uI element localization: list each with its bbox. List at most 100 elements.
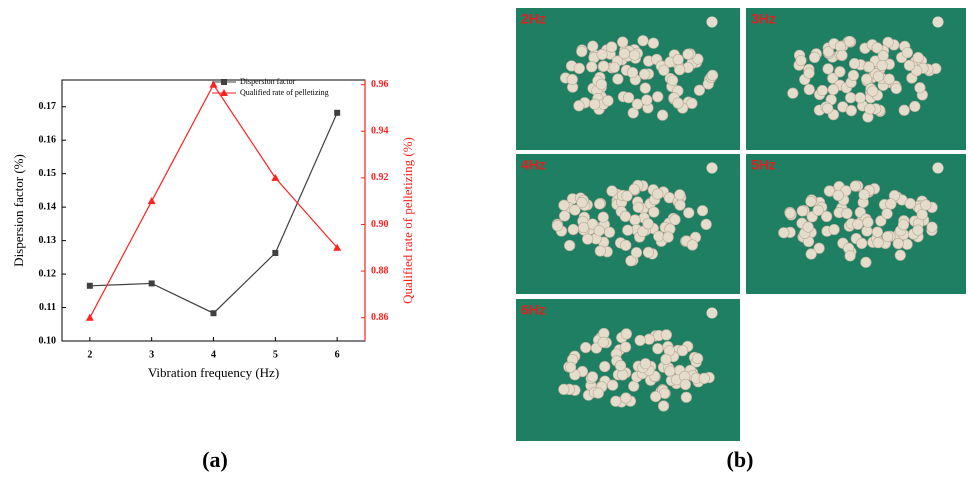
pellet	[589, 98, 601, 110]
pellet	[877, 50, 889, 62]
pellet	[612, 73, 624, 85]
y-tick-label: 0.10	[39, 335, 57, 346]
pellet	[903, 59, 916, 71]
pellet	[576, 196, 588, 209]
pellet	[594, 198, 606, 210]
pellet	[586, 61, 598, 73]
pellet	[622, 92, 635, 104]
legend-label: Dispersion factor	[240, 77, 296, 86]
pellet	[862, 216, 874, 228]
pellet	[594, 245, 606, 257]
pellet	[672, 97, 684, 109]
pellet	[692, 53, 704, 65]
pellet	[607, 379, 619, 391]
pellet	[863, 61, 875, 73]
pellet	[672, 54, 684, 66]
pellet	[691, 352, 704, 365]
pellet	[683, 207, 695, 219]
pellet	[890, 82, 902, 95]
x-tick-label: 2	[87, 349, 92, 360]
pellet	[932, 16, 944, 28]
pellet	[653, 230, 665, 242]
pellet	[657, 400, 670, 412]
pellet	[816, 84, 828, 97]
pellet	[580, 341, 592, 354]
pellet	[582, 233, 594, 245]
pellet	[898, 104, 910, 116]
y2-tick-label: 0.94	[371, 126, 389, 137]
x-tick-label: 6	[335, 349, 340, 360]
pellet	[904, 197, 916, 210]
pellet	[666, 74, 679, 86]
x-tick-label: 4	[211, 349, 216, 360]
pellet	[894, 249, 906, 261]
pellet	[634, 334, 646, 347]
pellet	[706, 307, 718, 319]
pellet	[599, 360, 611, 373]
pellet	[852, 218, 864, 230]
pellet	[558, 383, 570, 396]
pellet	[795, 54, 807, 67]
pellet	[652, 91, 664, 103]
pellet	[876, 59, 888, 72]
pellet	[834, 66, 846, 78]
point	[147, 197, 156, 205]
pellet	[832, 189, 844, 201]
pellet	[647, 37, 660, 49]
legend-marker	[220, 89, 228, 96]
pellet	[686, 239, 699, 251]
pellet	[686, 97, 698, 109]
y-tick-label: 0.16	[39, 135, 57, 146]
pellet	[813, 242, 825, 254]
pellet	[639, 358, 652, 370]
pellet	[660, 329, 672, 341]
pellet	[619, 341, 632, 353]
pellet	[828, 223, 840, 236]
pellet	[573, 62, 585, 74]
photo: 3Hz	[746, 8, 966, 150]
pellet	[596, 48, 608, 61]
pellet	[778, 227, 790, 239]
photo: 5Hz	[746, 154, 966, 294]
pellet	[620, 328, 632, 340]
pellet	[629, 214, 641, 226]
pellet	[614, 360, 627, 372]
y-tick-label: 0.17	[39, 101, 57, 112]
y2-tick-label: 0.90	[371, 219, 389, 230]
pellet	[551, 220, 564, 232]
pellet	[680, 391, 692, 403]
pellet	[844, 250, 856, 262]
pellet	[595, 78, 608, 90]
pellet	[864, 103, 876, 115]
pellet	[827, 72, 839, 84]
y2-tick-label: 0.88	[371, 265, 389, 276]
pellet	[619, 210, 631, 222]
pellet	[706, 16, 718, 28]
pellet	[871, 42, 883, 54]
pellet	[841, 207, 853, 219]
pellet	[650, 390, 662, 403]
pellet	[674, 189, 686, 201]
pellet	[603, 226, 616, 238]
pellet	[617, 36, 629, 48]
pellet	[658, 64, 670, 76]
pellet	[885, 198, 897, 210]
pellet	[883, 73, 895, 85]
pellet	[802, 221, 814, 233]
pellet	[812, 204, 824, 216]
pellet	[597, 211, 609, 223]
pellet	[592, 387, 604, 399]
pellet	[558, 199, 570, 211]
pellet	[875, 215, 887, 227]
pellet	[892, 238, 904, 250]
pellet	[577, 221, 590, 234]
pellet	[693, 84, 706, 96]
pellet	[912, 224, 924, 236]
panel-label: (b)	[727, 447, 754, 472]
pellet	[845, 105, 857, 117]
pellet	[576, 45, 588, 58]
y-axis-label: Dispersion factor (%)	[11, 154, 26, 267]
point	[334, 109, 341, 116]
y-tick-label: 0.11	[39, 302, 56, 313]
